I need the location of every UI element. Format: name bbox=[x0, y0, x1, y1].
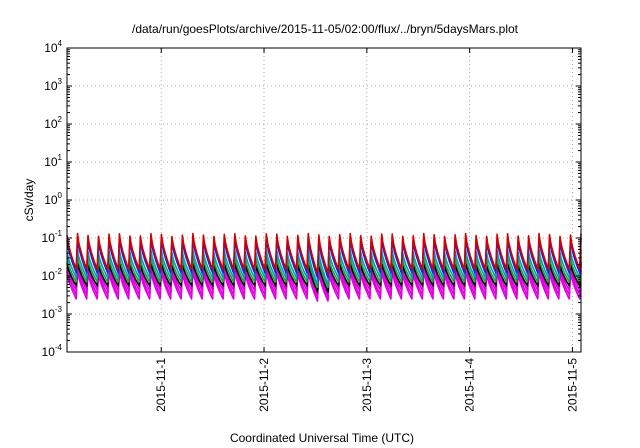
x-axis-ticks: 2015-11-1 2015-11-2 2015-11-3 2015-11-4 2015… bbox=[154, 48, 579, 412]
y-tick-base: 10 bbox=[44, 41, 58, 55]
x-tick-label: 2015-11-4 bbox=[463, 358, 477, 412]
grid-lines bbox=[67, 47, 581, 353]
y-tick-label: 10-2 bbox=[42, 267, 63, 283]
y-tick-exponent: -3 bbox=[55, 305, 63, 314]
y-tick-base: 10 bbox=[42, 269, 56, 283]
series-line bbox=[66, 248, 582, 286]
y-tick-exponent: 2 bbox=[58, 115, 63, 124]
y-tick-label: 10-1 bbox=[42, 229, 63, 245]
y-tick-label: 10-4 bbox=[42, 343, 63, 359]
chart-title: /data/run/goesPlots/archive/2015-11-05/0… bbox=[132, 22, 519, 36]
y-tick-exponent: -1 bbox=[55, 229, 63, 238]
x-axis-label: Coordinated Universal Time (UTC) bbox=[230, 431, 414, 445]
x-tick-label: 2015-11-1 bbox=[154, 358, 168, 412]
y-tick-exponent: -2 bbox=[55, 267, 63, 276]
y-tick-label: 10-3 bbox=[42, 305, 63, 321]
y-tick-base: 10 bbox=[44, 79, 58, 93]
y-tick-label: 101 bbox=[44, 153, 62, 169]
y-tick-exponent: 3 bbox=[58, 77, 63, 86]
plot-series bbox=[66, 232, 582, 302]
y-tick-label: 102 bbox=[44, 115, 62, 131]
y-tick-label: 103 bbox=[44, 77, 62, 93]
series-line bbox=[66, 265, 582, 298]
y-tick-base: 10 bbox=[42, 307, 56, 321]
y-tick-exponent: -4 bbox=[55, 343, 63, 352]
y-tick-base: 10 bbox=[44, 193, 58, 207]
y-tick-exponent: 0 bbox=[58, 191, 63, 200]
x-tick-label: 2015-11-5 bbox=[565, 358, 579, 412]
x-tick-label: 2015-11-2 bbox=[257, 358, 271, 412]
y-tick-base: 10 bbox=[42, 231, 56, 245]
y-tick-base: 10 bbox=[44, 117, 58, 131]
series-line bbox=[66, 269, 582, 302]
y-tick-base: 10 bbox=[42, 345, 56, 359]
series-line bbox=[66, 232, 582, 274]
y-tick-label: 100 bbox=[44, 191, 62, 207]
y-tick-exponent: 4 bbox=[58, 39, 63, 48]
series-line bbox=[66, 255, 582, 289]
x-tick-label: 2015-11-3 bbox=[360, 358, 374, 412]
series-line bbox=[66, 237, 582, 279]
y-tick-exponent: 1 bbox=[58, 153, 63, 162]
y-axis-label: cSv/day bbox=[22, 179, 36, 222]
series-line bbox=[66, 260, 582, 293]
y-tick-base: 10 bbox=[44, 155, 58, 169]
y-tick-label: 104 bbox=[44, 39, 62, 55]
